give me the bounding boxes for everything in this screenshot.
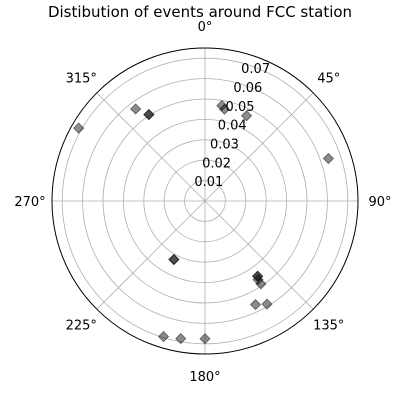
- radius-tick-label: 0.05: [226, 100, 255, 115]
- radius-tick-label: 0.06: [233, 81, 262, 96]
- data-point: [261, 298, 273, 310]
- data-point: [251, 270, 264, 282]
- radius-gridline: [102, 98, 308, 304]
- radius-tick-label: 0.03: [210, 137, 239, 152]
- radius-tick-label: 0.04: [218, 119, 247, 134]
- radius-gridline: [184, 180, 226, 222]
- angle-tick-label: 135°: [313, 319, 344, 334]
- data-point: [249, 298, 262, 311]
- data-point: [129, 103, 142, 115]
- data-point: [168, 253, 180, 266]
- angle-tick-label: 180°: [189, 370, 220, 385]
- data-point: [175, 332, 187, 345]
- radius-tick-label: 0.01: [194, 175, 223, 190]
- data-point: [199, 332, 211, 345]
- angle-gridline: [204, 200, 314, 310]
- angle-gridline: [96, 92, 206, 202]
- data-point: [255, 278, 267, 290]
- radius-gridline: [82, 78, 328, 324]
- radius-gridline: [143, 139, 267, 263]
- data-point: [72, 122, 85, 134]
- radius-gridline: [123, 119, 287, 283]
- angle-tick-label: 315°: [66, 71, 97, 86]
- data-point: [216, 99, 228, 112]
- data-point: [322, 152, 335, 165]
- radius-gridline: [61, 57, 349, 345]
- labels-layer: 0° 45° 90° 135° 180° 225° 270° 315° 0.01 0.02 0.03…: [14, 20, 391, 385]
- data-point: [240, 110, 253, 122]
- angle-gridline: [96, 200, 206, 310]
- radius-gridline: [163, 159, 247, 243]
- angle-tick-label: 270°: [14, 195, 45, 210]
- data-point: [218, 103, 231, 115]
- data-point: [157, 330, 170, 343]
- chart-title: Distibution of events around FCC station: [47, 3, 353, 21]
- polar-frame: [51, 47, 359, 355]
- data-point: [143, 108, 155, 121]
- data-point: [143, 108, 155, 121]
- angle-tick-label: 0°: [198, 20, 213, 35]
- angle-tick-label: 90°: [368, 195, 391, 210]
- angle-tick-label: 45°: [317, 71, 340, 86]
- data-point: [251, 270, 264, 282]
- radius-tick-label: 0.07: [241, 62, 270, 77]
- data-point: [252, 273, 264, 286]
- points-layer: [72, 99, 335, 345]
- grid-layer: [51, 47, 359, 355]
- radius-tick-label: 0.02: [202, 156, 231, 171]
- angle-tick-label: 225°: [66, 319, 97, 334]
- angle-gridline: [204, 92, 314, 202]
- data-point: [168, 253, 180, 266]
